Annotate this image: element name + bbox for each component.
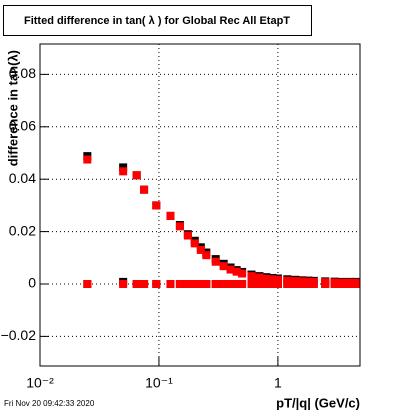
marker (219, 279, 228, 288)
marker (232, 267, 241, 276)
marker (232, 279, 241, 288)
marker (140, 279, 149, 288)
marker (304, 279, 313, 288)
marker (196, 279, 205, 288)
marker (202, 251, 211, 260)
chart-title: Fitted difference in tan( λ ) for Global… (24, 15, 290, 27)
marker (183, 231, 192, 240)
marker (226, 265, 235, 274)
y-axis-title: difference in tan(λ) (5, 50, 20, 166)
marker (183, 279, 192, 288)
title-box (3, 5, 312, 36)
marker (211, 279, 220, 288)
x-tick-label: 1 (274, 375, 282, 391)
x-tick-label: 10⁻¹ (145, 375, 173, 391)
marker (83, 155, 92, 164)
x-tick-label: 10⁻² (26, 375, 54, 391)
marker (255, 273, 264, 282)
marker (351, 279, 360, 288)
y-tick-label: 0.08 (9, 65, 36, 81)
marker (140, 185, 149, 194)
marker (175, 222, 184, 231)
timestamp: Fri Nov 20 09:42:33 2020 (4, 399, 95, 408)
marker (166, 211, 175, 220)
marker (291, 279, 300, 288)
marker (132, 171, 141, 180)
frame (39, 43, 361, 367)
x-axis-title: pT/|q| (GeV/c) (276, 395, 360, 410)
marker (119, 279, 128, 288)
marker (330, 279, 339, 288)
marker (268, 275, 277, 284)
marker (238, 269, 247, 278)
y-tick-label: −0.02 (1, 327, 37, 343)
marker (190, 239, 199, 248)
marker (166, 279, 175, 288)
marker (262, 279, 271, 288)
marker (132, 279, 141, 288)
marker (211, 257, 220, 266)
marker (338, 279, 347, 288)
marker (83, 279, 92, 288)
marker (152, 201, 161, 210)
marker (273, 279, 282, 288)
marker (190, 279, 199, 288)
marker (152, 279, 161, 288)
marker (268, 279, 277, 288)
marker (255, 279, 264, 288)
marker (298, 279, 307, 288)
marker (321, 279, 330, 288)
marker (273, 275, 282, 284)
marker (202, 279, 211, 288)
y-tick-label: 0.06 (9, 117, 36, 133)
marker (196, 245, 205, 254)
marker (262, 274, 271, 283)
y-tick-label: 0.04 (9, 170, 36, 186)
marker (226, 279, 235, 288)
marker (238, 279, 247, 288)
marker (247, 272, 256, 281)
y-tick-label: 0.02 (9, 222, 36, 238)
marker (345, 279, 354, 288)
marker (309, 279, 318, 288)
marker (283, 279, 292, 288)
marker (219, 262, 228, 271)
marker (119, 167, 128, 176)
marker (175, 279, 184, 288)
marker (247, 279, 256, 288)
y-tick-label: 0 (28, 275, 36, 291)
